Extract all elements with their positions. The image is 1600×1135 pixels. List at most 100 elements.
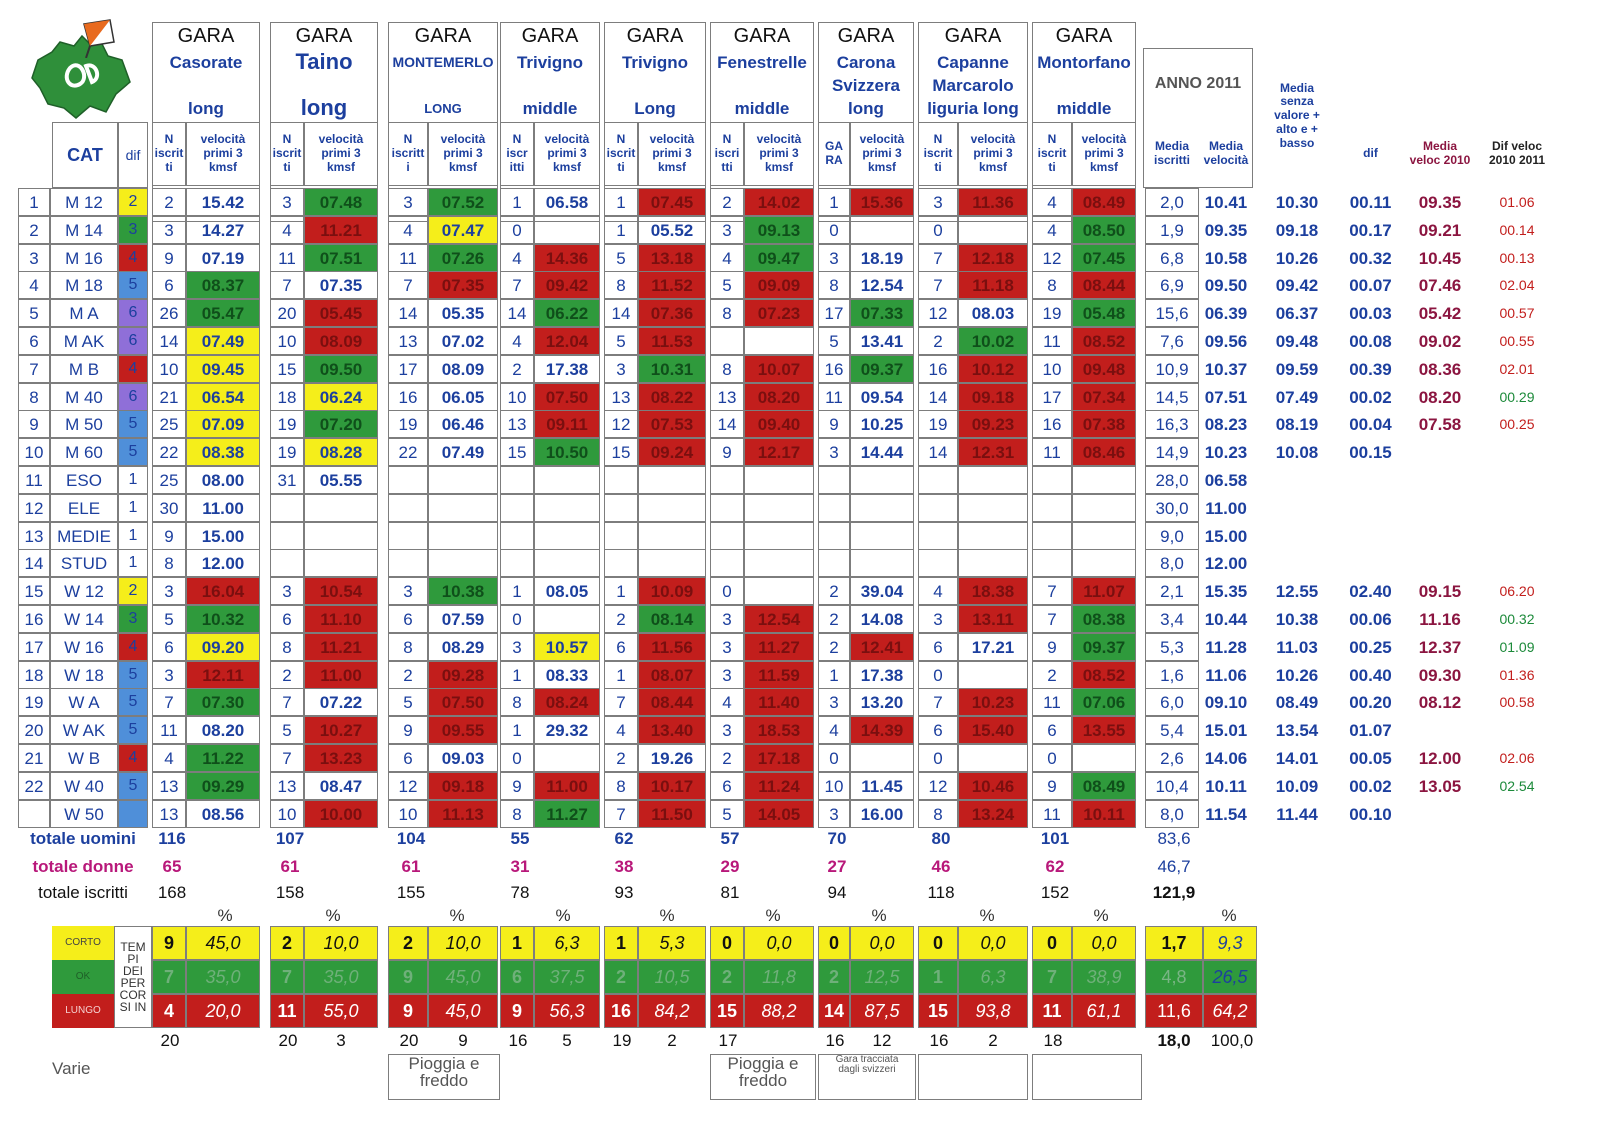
speed-cell: 08.00 bbox=[186, 466, 260, 494]
speed-cell: 09.13 bbox=[744, 216, 814, 244]
media-iscritti-cell: 30,0 bbox=[1145, 494, 1199, 522]
media-iscritti-cell: 10,9 bbox=[1145, 355, 1199, 383]
iscritti-cell: 6 bbox=[918, 716, 958, 744]
iscritti-cell: 9 bbox=[152, 244, 186, 272]
iscritti-cell: 4 bbox=[604, 716, 638, 744]
dif-cell: 00.25 bbox=[1349, 637, 1392, 657]
totale-donne-anno: 46,7 bbox=[1157, 856, 1191, 876]
speed-cell: 12.04 bbox=[534, 327, 600, 355]
iscritti-cell: 12 bbox=[918, 772, 958, 800]
speed-cell: 08.50 bbox=[1072, 216, 1136, 244]
speed-cell: 13.24 bbox=[958, 800, 1028, 828]
iscritti-cell: 14 bbox=[604, 299, 638, 327]
pct-header: % bbox=[217, 905, 233, 925]
cell-line: valore + bbox=[1274, 108, 1320, 123]
speed-cell bbox=[850, 466, 914, 494]
iscritti-cell: 10 bbox=[388, 800, 428, 828]
percent-cell: 38,9 bbox=[1072, 960, 1136, 994]
speed-cell: 10.25 bbox=[850, 410, 914, 438]
anno-header bbox=[1143, 48, 1253, 188]
iscritti-cell: 16 bbox=[388, 383, 428, 411]
media-iscritti-cell: 15,6 bbox=[1145, 299, 1199, 327]
iscritti-cell: 8 bbox=[270, 633, 304, 661]
dif-cell: 00.08 bbox=[1349, 331, 1392, 351]
media-senza-header: Media senza valore + alto e + basso bbox=[1257, 44, 1337, 188]
row-number: 7 bbox=[18, 355, 50, 383]
media-senza-cell: 10.08 bbox=[1275, 442, 1319, 462]
race-name: Trivigno bbox=[621, 52, 689, 72]
speed-cell bbox=[850, 744, 914, 772]
iscritti-cell: 4 bbox=[500, 244, 534, 272]
media-2010-cell: 09.02 bbox=[1418, 331, 1462, 351]
iscritti-cell: 4 bbox=[818, 716, 850, 744]
iscritti-cell: 14 bbox=[388, 299, 428, 327]
iscritti-cell bbox=[918, 466, 958, 494]
speed-cell: 09.42 bbox=[534, 271, 600, 299]
media-2010-cell: 05.42 bbox=[1418, 303, 1462, 323]
media-iscritti-cell: 5,3 bbox=[1145, 633, 1199, 661]
iscritti-cell: 6 bbox=[388, 744, 428, 772]
speed-cell: 07.45 bbox=[1072, 244, 1136, 272]
iscritti-cell: 19 bbox=[918, 410, 958, 438]
media-velocita-cell: 09.35 bbox=[1204, 220, 1248, 240]
totale-uomini-label: totale uomini bbox=[30, 828, 136, 848]
iscritti-cell: 17 bbox=[818, 299, 850, 327]
cell-line: Pioggia e bbox=[727, 1054, 799, 1073]
speed-cell: 08.52 bbox=[1072, 661, 1136, 689]
speed-cell: 10.50 bbox=[534, 438, 600, 466]
speed-cell: 14.05 bbox=[744, 800, 814, 828]
category-label: W 50 bbox=[50, 800, 118, 828]
speed-cell bbox=[850, 216, 914, 244]
iscritti-cell: 4 bbox=[1032, 216, 1072, 244]
totale-uomini-value: 107 bbox=[275, 828, 305, 848]
cell-line: iscrit bbox=[606, 146, 636, 161]
difficulty-cell: 2 bbox=[118, 188, 148, 216]
cell-line: velocità bbox=[756, 132, 802, 147]
race-type: LONG bbox=[424, 100, 462, 116]
footer-count: 16 bbox=[508, 1030, 528, 1050]
iscritti-cell: 6 bbox=[918, 633, 958, 661]
iscritti-cell: 13 bbox=[500, 410, 534, 438]
speed-cell: 11.07 bbox=[1072, 577, 1136, 605]
row-number: 14 bbox=[18, 549, 50, 577]
media-senza-cell: 06.37 bbox=[1275, 303, 1319, 323]
totale-iscritti-value: 93 bbox=[614, 882, 634, 902]
speed-cell: 09.37 bbox=[850, 355, 914, 383]
dif-veloc-cell: 00.57 bbox=[1499, 305, 1535, 321]
media-2010-cell bbox=[1405, 800, 1475, 828]
iscritti-cell: 13 bbox=[604, 383, 638, 411]
iscritti-cell: 31 bbox=[270, 466, 304, 494]
anno-percent-cell: 64,2 bbox=[1203, 994, 1257, 1028]
footer-value bbox=[1076, 1028, 1132, 1052]
iscritti-cell: 5 bbox=[388, 688, 428, 716]
velocita-header: velocità primi 3 kmsf bbox=[186, 122, 260, 186]
cell-line: tti bbox=[721, 159, 733, 174]
iscritti-cell: 1 bbox=[818, 188, 850, 216]
media-velocita-cell: 07.51 bbox=[1204, 387, 1248, 407]
iscritti-cell: 10 bbox=[818, 772, 850, 800]
iscritti-cell: 19 bbox=[270, 410, 304, 438]
iscritti-cell: 5 bbox=[710, 800, 744, 828]
media-2010-cell bbox=[1405, 466, 1475, 494]
totale-iscritti-value: 155 bbox=[396, 882, 426, 902]
anno-count-cell: 11,6 bbox=[1145, 994, 1203, 1028]
gara-label: GARA bbox=[837, 25, 895, 47]
percent-cell: 56,3 bbox=[534, 994, 600, 1028]
speed-cell: 05.48 bbox=[1072, 299, 1136, 327]
speed-cell: 13.41 bbox=[850, 327, 914, 355]
iscritti-cell: 2 bbox=[500, 355, 534, 383]
speed-cell: 09.29 bbox=[186, 772, 260, 800]
row-number: 15 bbox=[18, 577, 50, 605]
category-label: M 12 bbox=[50, 188, 118, 216]
iscritti-cell: 9 bbox=[152, 522, 186, 550]
media-velocita-cell: 10.58 bbox=[1204, 248, 1248, 268]
speed-cell: 11.10 bbox=[304, 605, 378, 633]
dif-cell: 00.11 bbox=[1349, 192, 1392, 212]
cell-line: kmsf bbox=[326, 159, 355, 174]
iscritti-cell: 3 bbox=[818, 688, 850, 716]
iscritti-cell: 7 bbox=[604, 800, 638, 828]
speed-cell: 11.50 bbox=[638, 800, 706, 828]
iscritti-cell: 1 bbox=[604, 216, 638, 244]
